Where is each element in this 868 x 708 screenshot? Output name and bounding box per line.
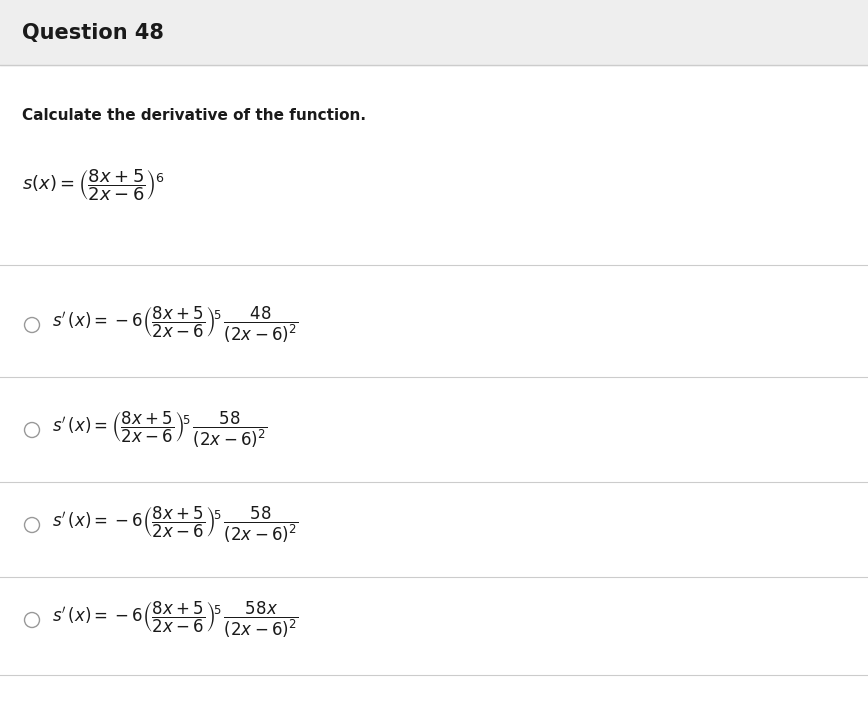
Text: Question 48: Question 48: [22, 23, 164, 42]
Circle shape: [24, 423, 40, 438]
Text: $s'\,(x) = -6\left(\dfrac{8x+5}{2x-6}\right)^{\!5}\,\dfrac{58}{(2x-6)^2}$: $s'\,(x) = -6\left(\dfrac{8x+5}{2x-6}\ri…: [52, 505, 299, 545]
Text: $s(x) = \left(\dfrac{8x+5}{2x-6}\right)^6$: $s(x) = \left(\dfrac{8x+5}{2x-6}\right)^…: [22, 167, 165, 202]
Text: $s'\,(x) = \left(\dfrac{8x+5}{2x-6}\right)^{\!5}\,\dfrac{58}{(2x-6)^2}$: $s'\,(x) = \left(\dfrac{8x+5}{2x-6}\righ…: [52, 410, 267, 450]
Circle shape: [24, 518, 40, 532]
Text: Calculate the derivative of the function.: Calculate the derivative of the function…: [22, 108, 366, 122]
Circle shape: [24, 317, 40, 333]
Text: $s'\,(x) = -6\left(\dfrac{8x+5}{2x-6}\right)^{\!5}\,\dfrac{48}{(2x-6)^2}$: $s'\,(x) = -6\left(\dfrac{8x+5}{2x-6}\ri…: [52, 305, 299, 346]
Bar: [0, 0, 868, 65]
Text: $s'\,(x) = -6\left(\dfrac{8x+5}{2x-6}\right)^{\!5}\,\dfrac{58x}{(2x-6)^2}$: $s'\,(x) = -6\left(\dfrac{8x+5}{2x-6}\ri…: [52, 600, 299, 640]
Circle shape: [24, 612, 40, 627]
